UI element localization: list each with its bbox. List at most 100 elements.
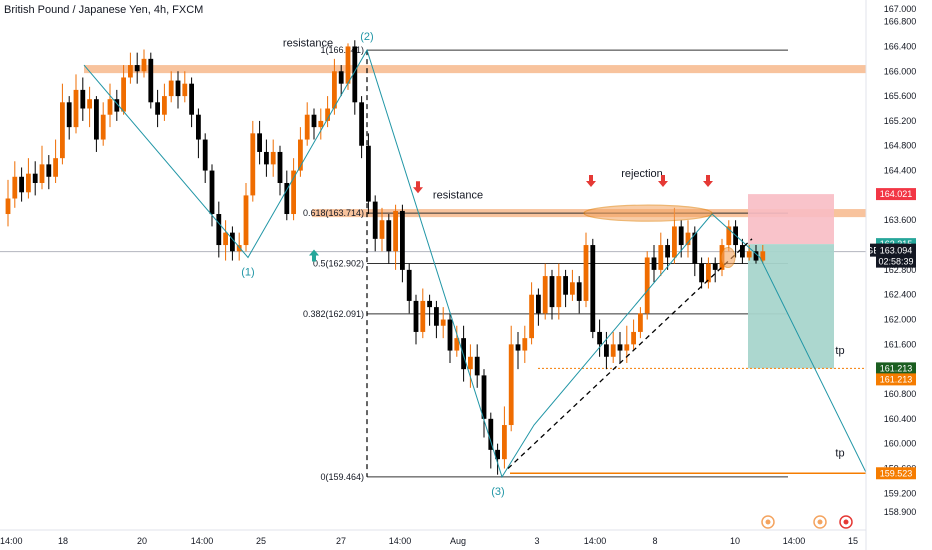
- candle-body[interactable]: [406, 269, 412, 301]
- candle-body[interactable]: [556, 276, 562, 308]
- candle-body[interactable]: [413, 300, 419, 332]
- candle-body[interactable]: [651, 257, 657, 270]
- candle-body[interactable]: [189, 83, 194, 115]
- candle-body[interactable]: [39, 164, 45, 183]
- candle-body[interactable]: [420, 300, 426, 332]
- candle-body[interactable]: [529, 294, 534, 339]
- candle-body[interactable]: [128, 65, 133, 78]
- candle-body[interactable]: [270, 151, 276, 165]
- candle-body[interactable]: [372, 201, 378, 239]
- candle-body[interactable]: [73, 89, 79, 128]
- candle-body[interactable]: [366, 145, 371, 202]
- candle-body[interactable]: [672, 226, 677, 258]
- candle-body[interactable]: [141, 58, 147, 72]
- candle-body[interactable]: [746, 251, 752, 258]
- candle-body[interactable]: [461, 338, 466, 370]
- candle-body[interactable]: [495, 449, 500, 460]
- candle-body[interactable]: [304, 114, 310, 140]
- candle-body[interactable]: [114, 99, 120, 112]
- take-profit-zone[interactable]: [748, 244, 834, 369]
- candle-body[interactable]: [597, 331, 602, 345]
- candle-body[interactable]: [570, 282, 575, 295]
- candle-body[interactable]: [243, 195, 249, 246]
- candle-body[interactable]: [5, 198, 11, 215]
- candle-body[interactable]: [583, 245, 589, 301]
- candle-body[interactable]: [332, 71, 337, 109]
- candle-body[interactable]: [121, 77, 126, 112]
- candle-body[interactable]: [699, 263, 704, 283]
- candle-body[interactable]: [223, 232, 228, 246]
- candle-body[interactable]: [94, 99, 99, 140]
- candle-body[interactable]: [236, 245, 242, 252]
- candle-body[interactable]: [706, 263, 711, 283]
- candle-body[interactable]: [692, 232, 698, 264]
- candle-body[interactable]: [542, 276, 548, 314]
- candle-body[interactable]: [726, 226, 732, 246]
- candle-body[interactable]: [427, 300, 432, 308]
- candle-body[interactable]: [60, 102, 65, 159]
- candle-body[interactable]: [753, 251, 759, 261]
- candle-body[interactable]: [345, 46, 351, 84]
- candle-body[interactable]: [359, 102, 364, 146]
- candle-body[interactable]: [522, 338, 528, 351]
- candle-body[interactable]: [474, 356, 480, 376]
- candle-body[interactable]: [202, 139, 208, 171]
- candle-body[interactable]: [447, 319, 453, 351]
- candle-body[interactable]: [53, 158, 58, 177]
- candle-body[interactable]: [678, 226, 684, 246]
- candle-body[interactable]: [549, 276, 555, 308]
- candle-body[interactable]: [134, 65, 140, 72]
- candle-body[interactable]: [515, 344, 521, 351]
- candle-body[interactable]: [644, 257, 650, 314]
- candle-body[interactable]: [712, 263, 718, 270]
- candle-body[interactable]: [590, 245, 596, 332]
- candle-body[interactable]: [12, 176, 18, 199]
- candle-body[interactable]: [631, 331, 636, 345]
- candle-body[interactable]: [230, 232, 235, 252]
- candle-body[interactable]: [685, 232, 691, 246]
- candle-body[interactable]: [502, 425, 507, 460]
- candle-body[interactable]: [665, 245, 670, 258]
- candle-body[interactable]: [488, 418, 494, 450]
- candle-body[interactable]: [100, 114, 106, 140]
- candle-body[interactable]: [760, 251, 766, 261]
- candle-body[interactable]: [32, 173, 38, 183]
- candle-body[interactable]: [400, 210, 405, 270]
- candle-body[interactable]: [264, 151, 269, 165]
- candle-body[interactable]: [19, 176, 24, 193]
- candle-body[interactable]: [250, 133, 256, 196]
- candle-body[interactable]: [576, 282, 582, 301]
- candle-body[interactable]: [434, 307, 439, 326]
- candle-body[interactable]: [168, 80, 174, 97]
- candle-body[interactable]: [393, 210, 398, 252]
- candle-body[interactable]: [216, 214, 222, 246]
- candle-body[interactable]: [638, 313, 643, 332]
- candle-body[interactable]: [182, 83, 188, 97]
- candle-body[interactable]: [508, 344, 514, 426]
- candle-body[interactable]: [658, 245, 664, 270]
- candle-body[interactable]: [298, 139, 303, 171]
- candle-body[interactable]: [284, 182, 290, 215]
- candle-body[interactable]: [604, 344, 609, 357]
- candle-body[interactable]: [481, 375, 487, 419]
- candle-body[interactable]: [338, 71, 344, 84]
- candle-body[interactable]: [617, 344, 623, 351]
- candle-body[interactable]: [46, 164, 52, 177]
- candle-body[interactable]: [610, 344, 616, 357]
- candle-body[interactable]: [257, 133, 262, 152]
- candle-body[interactable]: [107, 99, 113, 115]
- candle-body[interactable]: [624, 344, 630, 351]
- candle-body[interactable]: [325, 108, 330, 121]
- candle-body[interactable]: [318, 120, 324, 128]
- candle-body[interactable]: [454, 338, 460, 351]
- candle-body[interactable]: [209, 170, 215, 215]
- candle-body[interactable]: [175, 80, 181, 97]
- candle-body[interactable]: [311, 114, 317, 128]
- candle-body[interactable]: [536, 294, 541, 314]
- candle-body[interactable]: [196, 114, 201, 140]
- candle-body[interactable]: [386, 220, 392, 252]
- candle-body[interactable]: [440, 319, 446, 326]
- candle-body[interactable]: [277, 151, 283, 183]
- candle-body[interactable]: [162, 96, 167, 115]
